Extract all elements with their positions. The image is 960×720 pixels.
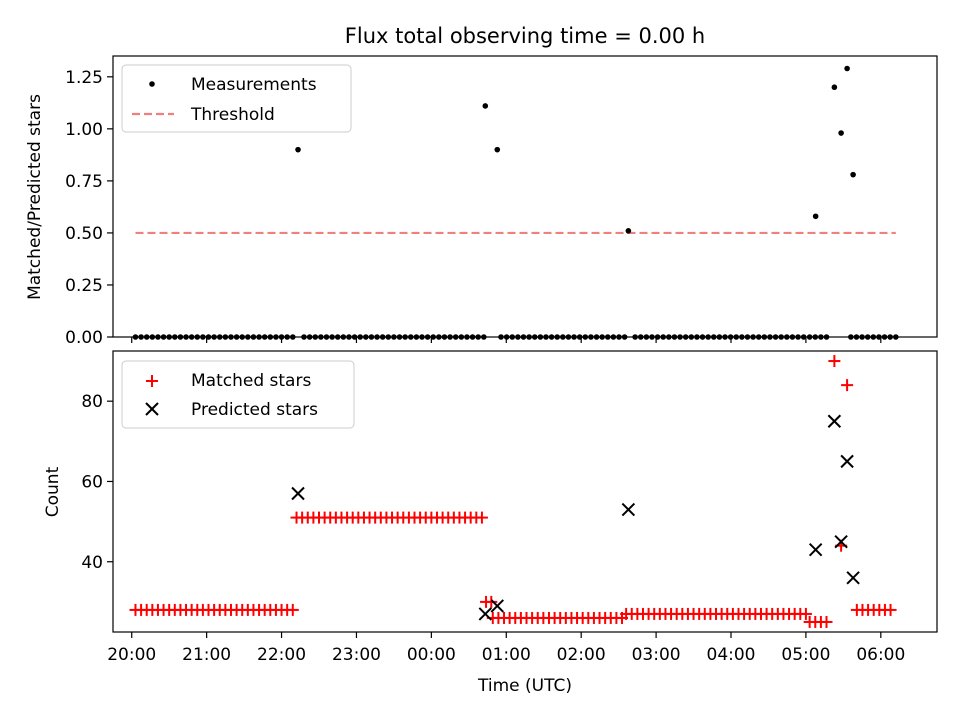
measurement-point xyxy=(482,103,489,109)
bottom-x-tick-label: 06:00 xyxy=(856,645,905,665)
bottom-x-tick-label: 03:00 xyxy=(632,645,681,665)
bottom-x-tick-label: 00:00 xyxy=(407,645,456,665)
predicted-star-point xyxy=(834,534,848,549)
bottom-x-axis: 20:00 21:00 22:00 23:00 00:00 01:00 02:00 03:00… xyxy=(107,632,905,665)
measurement-point xyxy=(831,84,838,91)
legend-matched-label: Matched stars xyxy=(191,371,311,391)
measurement-point xyxy=(844,65,850,72)
predicted-star-point xyxy=(478,607,493,621)
top-y-axis-label: Matched/Predicted stars xyxy=(25,94,45,300)
top-y-tick-label: 0.75 xyxy=(65,172,103,192)
matched-star-point xyxy=(828,355,841,368)
bottom-x-tick-label: 20:00 xyxy=(107,645,156,665)
top-y-tick-label: 0.00 xyxy=(65,328,103,348)
bottom-legend: Matched stars Predicted stars xyxy=(121,360,355,429)
bottom-y-axis: 40 60 80 xyxy=(81,392,113,573)
predicted-star-point xyxy=(621,502,636,517)
measurement-point xyxy=(850,171,856,178)
bottom-x-tick-label: 21:00 xyxy=(182,645,231,665)
top-y-tick-label: 0.25 xyxy=(65,276,103,296)
top-y-axis: 0.00 0.25 0.50 0.75 1.00 1.25 xyxy=(65,68,113,348)
bottom-x-tick-label: 05:00 xyxy=(781,645,830,665)
top-x-ticks xyxy=(131,337,882,343)
legend-matched-marker xyxy=(146,375,158,387)
bottom-x-tick-label: 23:00 xyxy=(332,645,381,665)
bottom-plot-frame xyxy=(112,350,938,633)
predicted-star-point xyxy=(840,454,854,469)
measurement-point xyxy=(838,130,844,136)
legend-measurements-marker xyxy=(149,81,155,87)
bottom-x-axis-label: Time (UTC) xyxy=(477,676,572,696)
matched-star-point xyxy=(884,603,897,616)
bottom-y-tick-label: 40 xyxy=(81,553,103,573)
top-legend: Measurements Threshold xyxy=(121,64,352,133)
predicted-star-point xyxy=(827,414,842,428)
legend-threshold-label: Threshold xyxy=(190,105,275,125)
bottom-y-tick-label: 60 xyxy=(81,472,103,492)
legend-measurements-label: Measurements xyxy=(191,75,317,95)
measurement-point xyxy=(625,228,632,234)
top-y-tick-label: 0.50 xyxy=(65,224,103,244)
legend-predicted-marker xyxy=(145,402,159,416)
measurement-point xyxy=(494,146,501,153)
predicted-star-point xyxy=(846,571,860,585)
bottom-y-axis-label: Count xyxy=(43,466,63,517)
predicted-star-point xyxy=(808,543,823,557)
predicted-star-point xyxy=(490,599,504,613)
top-y-tick-label: 1.25 xyxy=(65,68,103,88)
top-y-tick-label: 1.00 xyxy=(65,120,103,140)
legend-predicted-label: Predicted stars xyxy=(191,400,318,420)
measurement-point xyxy=(812,213,819,220)
matched-star-point xyxy=(475,511,488,524)
bottom-plot-data xyxy=(129,355,897,628)
bottom-x-tick-label: 22:00 xyxy=(257,645,306,665)
bottom-y-tick-label: 80 xyxy=(81,392,103,412)
bottom-x-tick-label: 04:00 xyxy=(707,645,756,665)
predicted-star-point xyxy=(291,486,305,501)
matched-star-point xyxy=(799,607,812,620)
top-plot-frame xyxy=(112,55,938,338)
matched-star-point xyxy=(841,379,854,392)
bottom-x-tick-label: 01:00 xyxy=(482,645,531,665)
bottom-x-tick-label: 02:00 xyxy=(557,645,606,665)
measurement-point xyxy=(295,146,301,153)
matched-star-point xyxy=(485,595,498,608)
matched-star-point xyxy=(286,603,299,616)
chart-title: Flux total observing time = 0.00 h xyxy=(345,24,705,48)
matched-star-point xyxy=(820,615,833,628)
